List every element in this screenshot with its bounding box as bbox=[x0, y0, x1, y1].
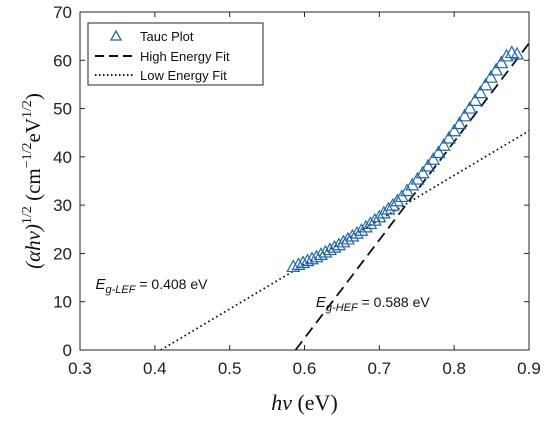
tauc-data-point bbox=[286, 259, 301, 273]
tauc-data-point bbox=[300, 253, 315, 267]
annotation-eg-hef: Eg-HEF = 0.588 eV bbox=[316, 294, 430, 314]
x-tick-label: 0.7 bbox=[368, 359, 392, 378]
x-tick-label: 0.5 bbox=[218, 359, 242, 378]
tauc-data-point bbox=[462, 100, 477, 114]
y-tick-label: 50 bbox=[53, 100, 72, 119]
tauc-data-point bbox=[494, 55, 509, 69]
tauc-data-point bbox=[354, 222, 369, 236]
y-tick-label: 20 bbox=[53, 244, 72, 263]
x-tick-label: 0.3 bbox=[68, 359, 92, 378]
tauc-data-point bbox=[295, 255, 311, 269]
y-axis-label-unit-exp1: −1/2 bbox=[20, 142, 35, 168]
tauc-data-point bbox=[441, 130, 456, 144]
tauc-data-point bbox=[415, 165, 430, 179]
tauc-data-point bbox=[452, 116, 467, 130]
tauc-data-point bbox=[390, 193, 405, 207]
y-tick-label: 0 bbox=[63, 341, 72, 360]
y-axis-label-unit-exp2: 1/2 bbox=[20, 100, 35, 118]
tauc-data-point bbox=[478, 77, 493, 91]
annotation-eg-lef-value: = 0.408 eV bbox=[135, 276, 208, 292]
legend-label-low-energy: Low Energy Fit bbox=[140, 68, 227, 83]
y-axis-label-main: (αhν) bbox=[21, 224, 45, 269]
tauc-data-point bbox=[447, 123, 462, 137]
tauc-data-point bbox=[410, 171, 425, 185]
tauc-data-point bbox=[499, 48, 514, 62]
annotation-eg-lef-main: E bbox=[95, 276, 106, 293]
tauc-data-point bbox=[349, 225, 364, 239]
legend-label-tauc: Tauc Plot bbox=[140, 29, 194, 44]
x-axis-label: hν (eV) bbox=[271, 390, 338, 415]
tauc-data-point bbox=[510, 46, 525, 60]
tauc-data-point bbox=[489, 62, 504, 76]
annotation-eg-lef-sub: g-LEF bbox=[105, 284, 136, 296]
y-tick-label: 30 bbox=[53, 196, 72, 215]
tauc-data-point bbox=[367, 212, 382, 226]
y-axis-label-unit-close: ) bbox=[21, 93, 45, 100]
annotation-eg-lef: Eg-LEF = 0.408 eV bbox=[95, 276, 208, 296]
tauc-data-point bbox=[372, 209, 387, 223]
tauc-data-point bbox=[483, 69, 498, 83]
y-axis-label: (αhν)1/2 (cm−1/2eV1/2) bbox=[20, 93, 45, 269]
tauc-data-point bbox=[468, 93, 483, 106]
legend: Tauc Plot High Energy Fit Low Energy Fit bbox=[87, 22, 264, 86]
y-axis-label-exp: 1/2 bbox=[20, 206, 35, 224]
x-tick-label: 0.8 bbox=[442, 359, 466, 378]
high-energy-fit-line bbox=[294, 42, 529, 350]
plot-layer bbox=[160, 42, 529, 350]
y-tick-label: 10 bbox=[53, 293, 72, 312]
x-tick-label: 0.9 bbox=[517, 359, 541, 378]
legend-label-high-energy: High Energy Fit bbox=[140, 49, 230, 64]
annotation-eg-hef-value: = 0.588 eV bbox=[358, 294, 431, 310]
tauc-data-point bbox=[431, 145, 446, 159]
x-tick-label: 0.6 bbox=[293, 359, 317, 378]
y-axis-label-unit-mid: eV bbox=[21, 118, 45, 143]
y-tick-label: 70 bbox=[53, 3, 72, 22]
tauc-data-point bbox=[420, 158, 435, 172]
annotation-eg-hef-main: E bbox=[316, 294, 327, 311]
y-tick-label: 40 bbox=[53, 148, 72, 167]
ticks-layer: 0.3 0.4 0.5 0.6 0.7 0.8 0.9 0 10 20 30 40 50 60 70 bbox=[53, 3, 541, 378]
tauc-data-point bbox=[381, 201, 396, 215]
tauc-data-point bbox=[385, 197, 400, 211]
tauc-data-point bbox=[358, 219, 373, 233]
x-axis-label-main: hν bbox=[271, 390, 292, 415]
tauc-data-point bbox=[457, 108, 472, 122]
y-tick-label: 60 bbox=[53, 51, 72, 70]
x-tick-label: 0.4 bbox=[143, 359, 167, 378]
x-axis-label-unit: (eV) bbox=[292, 390, 338, 415]
plot-area bbox=[160, 42, 529, 350]
tauc-data-point bbox=[291, 257, 306, 271]
tauc-data-point bbox=[376, 205, 391, 219]
legend-marker-triangle-icon bbox=[109, 29, 123, 41]
tauc-data-point bbox=[426, 152, 441, 165]
tauc-data-point bbox=[436, 137, 451, 151]
tauc-data-point bbox=[473, 85, 488, 99]
y-axis-label-unit-open: (cm bbox=[21, 168, 45, 206]
tauc-data-point bbox=[363, 216, 378, 230]
annotation-eg-hef-sub: g-HEF bbox=[326, 302, 359, 314]
